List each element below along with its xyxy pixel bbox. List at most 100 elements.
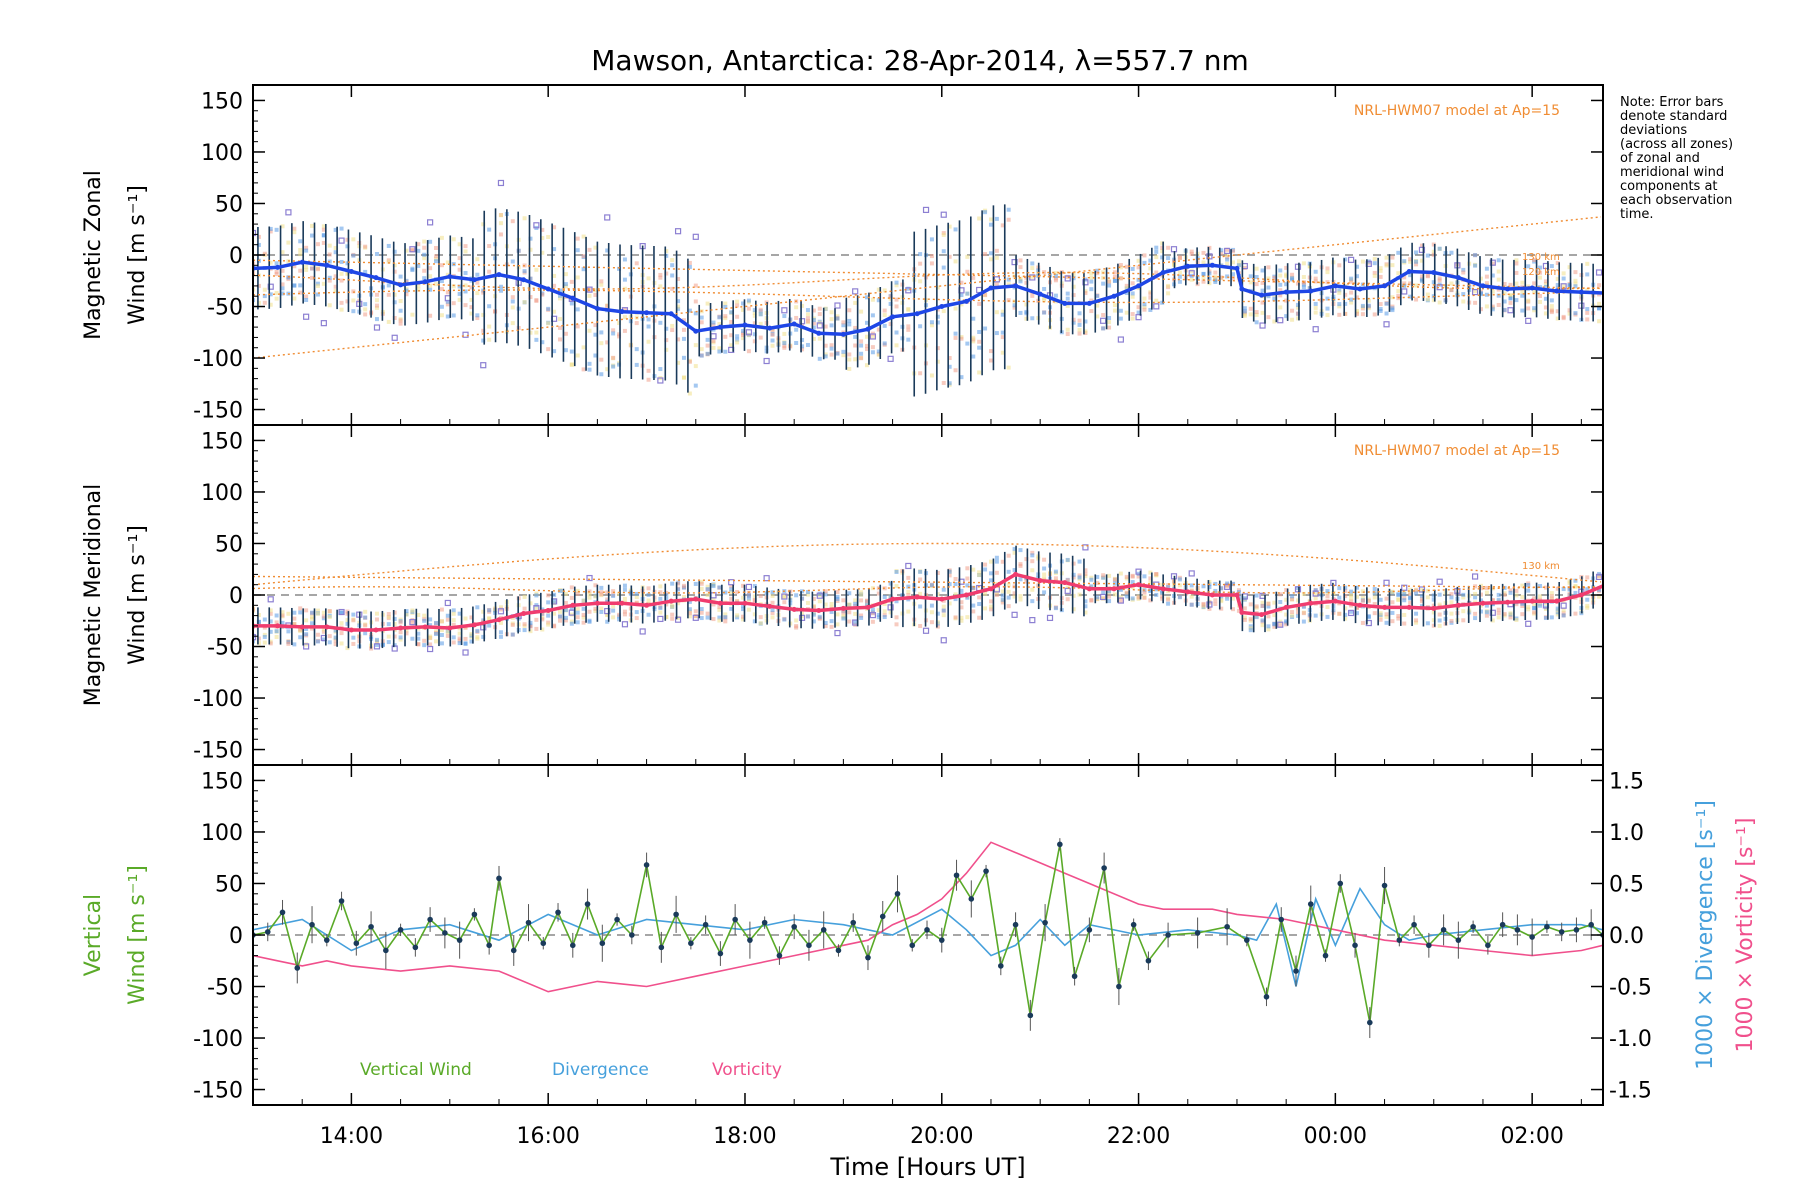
y-tick-label: -100 [193,347,243,372]
zone-sample [1414,250,1419,255]
zone-sample [1089,287,1094,292]
zone-sample [882,288,887,293]
zone-sample [1408,595,1413,600]
zone-sample [859,343,864,348]
vertical-wind-point [555,909,561,916]
zone-sample [741,617,746,622]
zone-sample [1101,575,1106,580]
zone-sample [1349,596,1354,601]
zone-sample [622,315,627,320]
zone-sample [1225,247,1230,252]
zone-sample [658,367,663,372]
zone-sample [741,332,746,337]
zone-outlier [763,575,770,582]
zone-sample [1177,595,1182,600]
zone-sample [557,293,562,298]
zone-sample [1502,592,1507,597]
zone-sample [575,610,580,615]
zone-sample [634,595,639,600]
zone-sample [374,611,379,616]
zone-sample [262,640,267,645]
zone-sample [374,642,379,647]
zone-sample [1538,294,1543,299]
zone-sample [953,227,958,232]
zone-outlier [1100,317,1107,324]
zone-sample [1301,261,1306,266]
zone-sample [1077,327,1082,332]
zone-sample [392,622,397,627]
zone-sample [416,263,421,268]
vertical-wind-point [865,954,871,961]
zonal-wind-point [1160,270,1166,276]
zone-sample [1242,313,1247,318]
zone-sample [965,615,970,620]
zone-outlier [639,628,646,635]
zone-sample [292,642,297,647]
zone-sample [841,323,846,328]
zone-sample [918,279,923,284]
zone-sample [1349,290,1354,295]
zone-sample [971,609,976,614]
zone-outlier [1011,611,1018,618]
zone-sample [829,624,834,629]
zone-sample [1278,623,1283,628]
zone-sample [1343,606,1348,611]
zone-sample [327,609,332,614]
zone-sample [853,598,858,603]
zone-sample [1396,293,1401,298]
zone-sample [699,610,704,615]
zone-sample [1071,284,1076,289]
zone-sample [1313,269,1318,274]
zone-sample [274,296,279,301]
zone-outlier [373,643,381,650]
zone-sample [1337,611,1342,616]
zone-sample [770,608,775,613]
y-tick-label: 50 [215,192,243,217]
zone-sample [1526,264,1531,269]
zone-sample [1012,303,1017,308]
zone-sample [947,254,952,259]
vertical-wind-point [1558,929,1565,935]
meridional-wind-point [1382,604,1388,610]
vertical-wind-point [1071,973,1078,980]
zone-sample [864,295,869,300]
zone-sample [693,299,698,304]
zone-sample [882,313,887,318]
zone-sample [1012,550,1017,555]
vertical-wind-point [1263,994,1270,1000]
zone-sample [1000,309,1005,314]
zone-outlier [692,233,699,240]
zone-sample [1301,285,1306,290]
zone-sample [935,307,940,312]
zone-sample [959,375,964,380]
zone-sample [310,223,315,228]
zone-sample [286,629,291,634]
zone-sample [1360,598,1365,603]
vertical-wind-point [309,921,315,928]
zone-sample [646,276,651,281]
zone-sample [1124,310,1129,315]
zone-sample [333,635,338,640]
zone-sample [374,637,379,642]
zone-sample [434,256,439,261]
zone-sample [1508,293,1513,298]
zone-sample [1101,281,1106,286]
zone-sample [1343,311,1348,316]
zone-sample [363,623,368,628]
zone-sample [445,272,450,277]
zone-sample [994,310,999,315]
zone-sample [487,337,492,342]
zone-sample [1225,252,1230,257]
zone-sample [1461,299,1466,304]
zone-sample [977,301,982,306]
zone-sample [439,628,444,633]
zone-sample [1414,297,1419,302]
zone-sample [416,636,421,641]
zone-sample [805,308,810,313]
zone-sample [859,590,864,595]
zone-sample [386,292,391,297]
zone-sample [864,334,869,339]
zone-sample [693,609,698,614]
zone-sample [611,608,616,613]
zone-sample [475,280,480,285]
